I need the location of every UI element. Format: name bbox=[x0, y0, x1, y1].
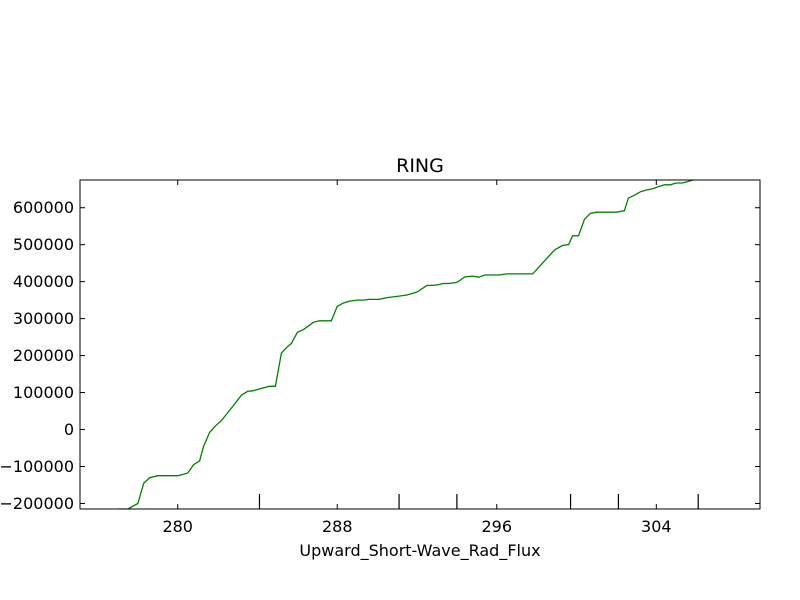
y-tick-label: 0 bbox=[64, 420, 74, 439]
x-tick-label: 296 bbox=[482, 517, 513, 536]
chart-title: RING bbox=[396, 155, 444, 177]
plot-area bbox=[117, 180, 695, 509]
y-tick-label: −200000 bbox=[0, 494, 74, 513]
y-tick-label: 400000 bbox=[13, 272, 74, 291]
y-tick-label: 100000 bbox=[13, 383, 74, 402]
axes: −200000 −100000 0 100000 200000 300000 400000 5… bbox=[0, 179, 761, 536]
y-tick-label: 300000 bbox=[13, 309, 74, 328]
y-tick-label: 200000 bbox=[13, 346, 74, 365]
plot-frame bbox=[79, 179, 761, 510]
y-tick-label: 600000 bbox=[13, 198, 74, 217]
x-axis-label: Upward_Short-Wave_Rad_Flux bbox=[299, 541, 540, 561]
x-tick-label: 304 bbox=[641, 517, 672, 536]
series-line-1 bbox=[117, 180, 695, 509]
x-tick-label: 288 bbox=[322, 517, 353, 536]
y-tick-label: 500000 bbox=[13, 235, 74, 254]
y-tick-label: −100000 bbox=[0, 457, 74, 476]
x-tick-label: 280 bbox=[162, 517, 193, 536]
